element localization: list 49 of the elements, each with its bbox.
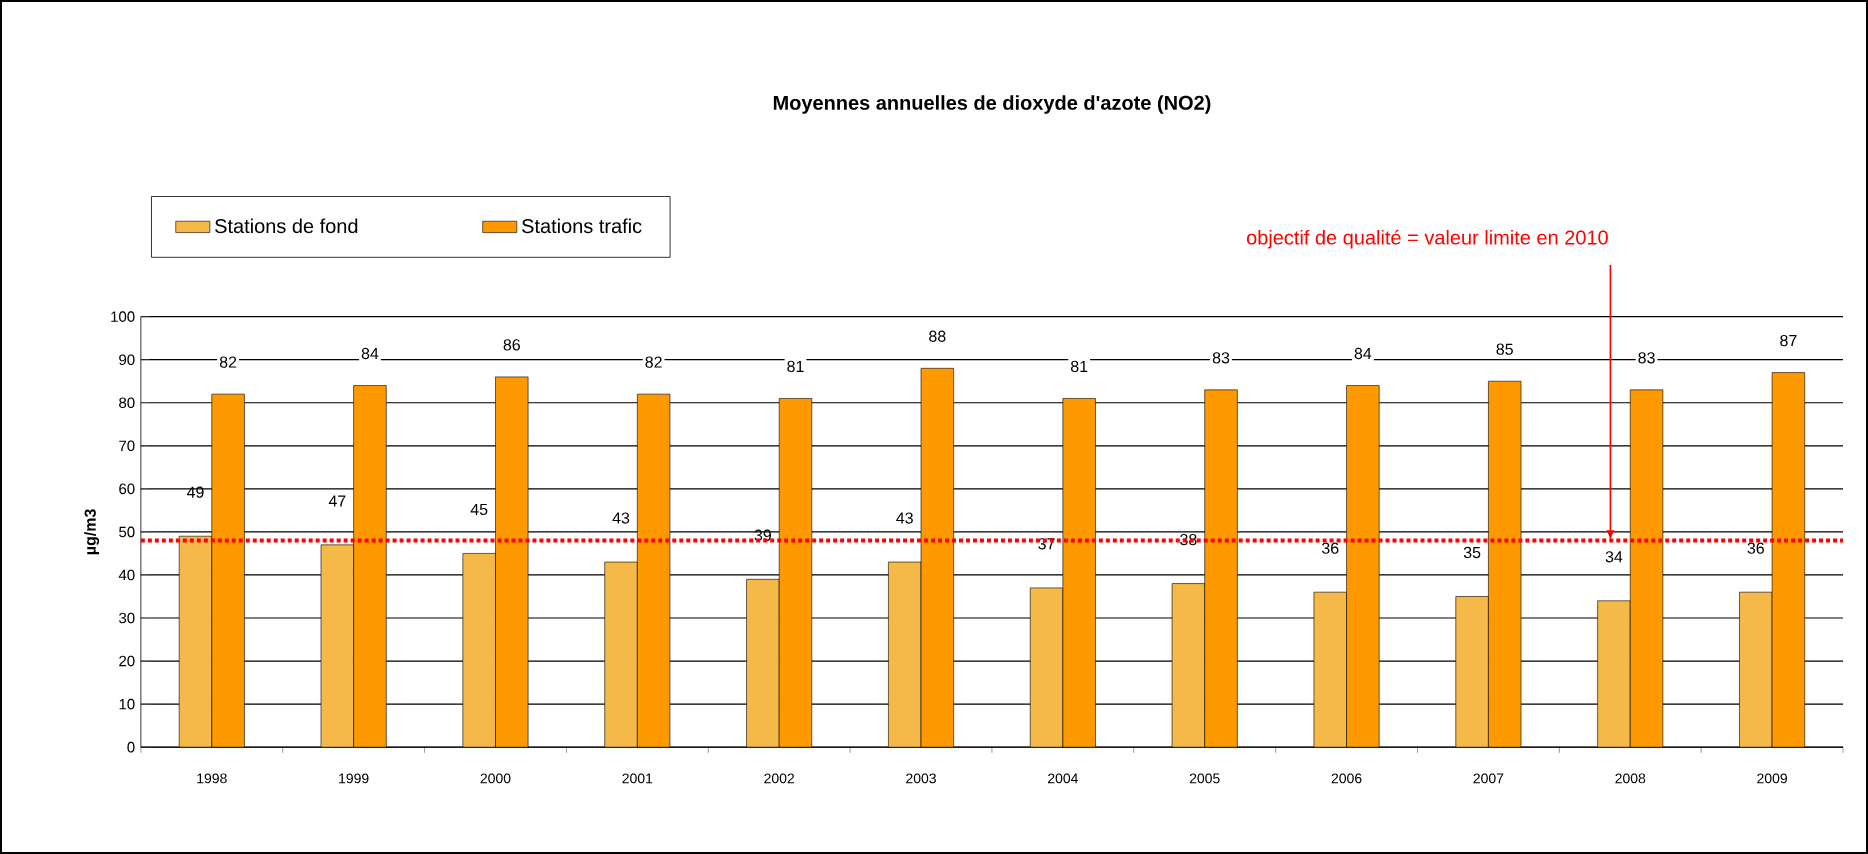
data-label: 45 xyxy=(470,503,488,516)
x-tick-label: 2007 xyxy=(1473,773,1504,784)
x-tick-label: 2002 xyxy=(764,773,795,784)
data-label: 86 xyxy=(503,339,520,351)
data-label: 49 xyxy=(186,486,204,498)
x-tick-label: 2001 xyxy=(622,773,653,784)
data-label: 81 xyxy=(787,360,804,373)
data-label: 81 xyxy=(1070,360,1088,373)
y-tick-label: 40 xyxy=(118,569,135,581)
x-tick-label: 2005 xyxy=(1189,773,1220,784)
y-tick-label: 20 xyxy=(119,655,135,667)
ref-line-label: objectif de qualité = valeur limite en 2010 xyxy=(1246,229,1608,249)
legend-label: Stations trafic xyxy=(522,218,642,234)
y-tick-label: 30 xyxy=(119,612,135,624)
chart-title: Moyennes annuelles de dioxyde d'azote (NO2) xyxy=(773,95,1211,114)
data-label: 84 xyxy=(1354,347,1372,360)
x-tick-label: 2006 xyxy=(1331,773,1362,784)
y-tick-label: 70 xyxy=(119,440,135,452)
data-label: 84 xyxy=(361,347,379,360)
data-label: 43 xyxy=(612,512,630,524)
legend-label: Stations de fond xyxy=(215,218,358,234)
y-axis-title: µg/m3 xyxy=(84,509,100,555)
data-label: 34 xyxy=(1605,551,1623,563)
y-tick-label: 50 xyxy=(119,526,135,538)
data-label: 85 xyxy=(1496,343,1513,355)
y-tick-label: 80 xyxy=(119,397,135,409)
data-label: 88 xyxy=(929,330,946,342)
data-label: 36 xyxy=(1321,542,1339,554)
data-label: 36 xyxy=(1747,542,1764,554)
y-tick-label: 100 xyxy=(111,311,135,322)
y-tick-label: 0 xyxy=(127,741,135,753)
x-tick-label: 2000 xyxy=(480,773,511,784)
y-tick-label: 60 xyxy=(119,483,135,495)
data-label: 82 xyxy=(645,356,662,368)
x-tick-label: 2004 xyxy=(1048,773,1078,784)
y-tick-label: 90 xyxy=(119,354,135,365)
y-tick-label: 10 xyxy=(119,698,135,710)
x-tick-label: 2009 xyxy=(1757,773,1787,784)
data-label: 43 xyxy=(896,512,913,524)
data-label: 47 xyxy=(328,495,346,507)
data-label: 82 xyxy=(219,356,237,368)
data-label: 35 xyxy=(1463,546,1481,559)
x-tick-label: 1999 xyxy=(339,773,369,784)
x-tick-label: 1998 xyxy=(197,773,227,784)
data-label: 83 xyxy=(1212,352,1230,364)
data-label: 83 xyxy=(1638,352,1655,364)
x-tick-label: 2003 xyxy=(906,773,936,784)
data-label: 87 xyxy=(1780,334,1797,347)
x-tick-label: 2008 xyxy=(1615,773,1646,784)
